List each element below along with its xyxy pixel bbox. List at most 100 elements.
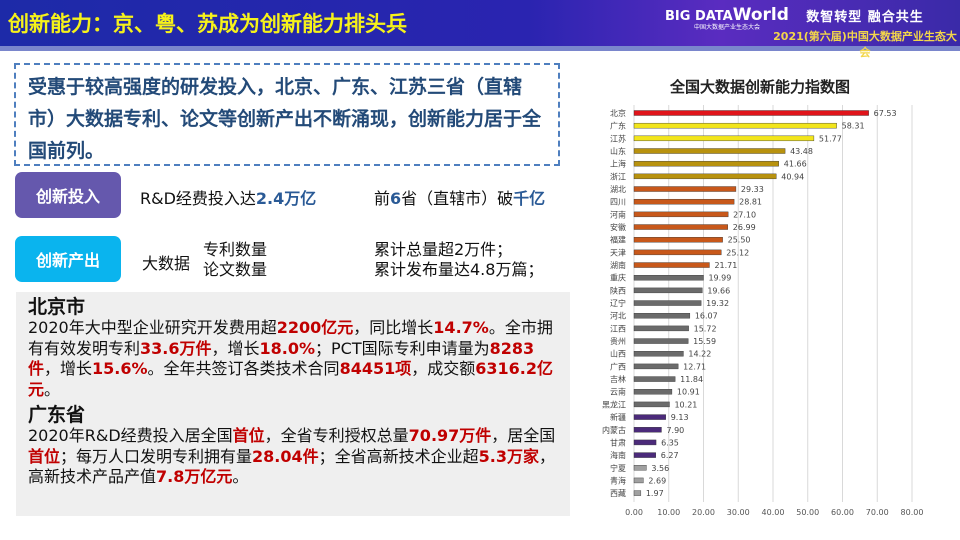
bar — [633, 363, 679, 370]
text-segment: ，增长 — [44, 359, 93, 378]
chart-title: 全国大数据创新能力指数图 — [669, 78, 850, 96]
innovation-input-badge: 创新投入 — [15, 172, 121, 218]
highlight-value: 15.6% — [92, 359, 148, 378]
highlight-value: 70.97万件 — [408, 426, 492, 445]
category-label: 海南 — [610, 450, 626, 460]
innovation-output-badge: 创新产出 — [15, 236, 121, 282]
bar — [633, 490, 642, 496]
data-label: 2.69 — [648, 476, 666, 485]
bar — [633, 427, 662, 433]
text: 省（直辖市）破 — [401, 189, 514, 208]
highlight-value: 7.8万亿元 — [156, 467, 233, 486]
bar — [633, 452, 656, 458]
category-label: 安徽 — [610, 222, 626, 232]
text-segment: 。全市拥有有效发明专利 — [28, 318, 553, 358]
bar — [633, 376, 676, 382]
x-tick-label: 70.00 — [866, 508, 889, 517]
x-tick-label: 60.00 — [831, 508, 854, 517]
category-label: 河北 — [610, 311, 626, 321]
data-label: 67.53 — [874, 109, 897, 118]
data-label: 19.66 — [707, 286, 730, 295]
category-label: 西藏 — [610, 488, 626, 498]
event-name: 2021(第六届)中国大数据产业生态大会 — [773, 30, 957, 59]
data-label: 51.77 — [819, 134, 842, 143]
data-label: 43.48 — [790, 147, 813, 156]
category-label: 青海 — [610, 475, 626, 485]
text-segment: 。 — [44, 379, 61, 399]
rd-investment-text: R&D经费投入达2.4万亿 — [140, 185, 316, 209]
data-label: 15.59 — [693, 337, 716, 346]
beijing-heading: 北京市 — [28, 296, 86, 318]
category-label: 天津 — [610, 247, 626, 257]
data-label: 26.99 — [733, 223, 756, 232]
bar — [633, 211, 729, 218]
beijing-paragraph: 2020年大中型企业研究开发费用超2200亿元，同比增长14.7%。全市拥有有效… — [28, 318, 558, 400]
data-label: 3.56 — [651, 464, 669, 473]
category-label: 贵州 — [610, 336, 626, 346]
paper-count-label: 论文数量 — [203, 260, 268, 279]
logo-subtitle: 中国大数据产业生态大会 — [693, 24, 760, 31]
category-label: 新疆 — [610, 412, 626, 422]
highlight-value: 6316.2亿元 — [28, 359, 553, 399]
category-label: 内蒙古 — [602, 425, 626, 435]
paper-count-value: 累计发布量达4.8万篇； — [374, 260, 544, 279]
bar — [633, 236, 723, 243]
data-label: 15.72 — [694, 324, 717, 333]
category-label: 云南 — [610, 387, 626, 397]
category-label: 上海 — [610, 159, 626, 169]
data-label: 16.07 — [695, 312, 718, 321]
data-label: 10.91 — [677, 388, 700, 397]
data-label: 6.27 — [661, 451, 679, 460]
data-label: 19.99 — [708, 274, 731, 283]
bar — [633, 338, 689, 344]
text-segment: 2020年R&D经费投入居全国 — [28, 426, 233, 445]
category-label: 浙江 — [610, 171, 626, 181]
highlight: 2.4万亿 — [255, 189, 317, 208]
text-segment: ，成交额 — [411, 359, 476, 378]
data-label: 27.10 — [733, 210, 756, 219]
bar — [633, 287, 703, 294]
bar — [633, 300, 702, 306]
bar — [633, 465, 647, 471]
text-segment: ，全省专利授权总量 — [264, 426, 409, 445]
data-label: 19.32 — [706, 299, 729, 308]
summary-box: 受惠于较高强度的研发投入，北京、广东、江苏三省（直辖市）大数据专利、论文等创新产… — [14, 63, 560, 166]
highlight-value: 8283件 — [28, 338, 535, 379]
data-label: 29.33 — [741, 185, 764, 194]
data-label: 21.71 — [714, 261, 737, 270]
text: 前 — [374, 189, 391, 208]
bar — [633, 477, 644, 484]
bar — [633, 110, 869, 116]
innovation-index-chart: 0.00 10.00 20.00 30.00 40.00 50.00 60.00 70.00 8… — [602, 105, 924, 517]
category-label: 江西 — [610, 324, 626, 333]
bar — [633, 173, 777, 180]
category-label: 陕西 — [610, 285, 626, 295]
output-items: 专利数量 论文数量 — [203, 240, 267, 280]
data-label: 1.97 — [646, 489, 664, 498]
big-data-label: 大数据 — [142, 254, 191, 273]
slogan-text: 数智转型 融合共生 — [806, 10, 924, 25]
x-tick-label: 80.00 — [901, 508, 924, 517]
text-segment: ；PCT国际专利申请量为 — [315, 338, 490, 358]
bar — [633, 148, 786, 154]
category-label: 辽宁 — [610, 298, 626, 308]
category-label: 吉林 — [610, 374, 626, 384]
bar — [633, 401, 670, 408]
text-segment: 。全年共签订各类技术合同 — [147, 359, 340, 378]
bar — [633, 262, 710, 268]
header-divider — [0, 46, 960, 51]
category-label: 重庆 — [610, 273, 626, 283]
patent-count-label: 专利数量 — [203, 240, 268, 259]
detail-box: 北京市 2020年大中型企业研究开发费用超2200亿元，同比增长14.7%。全市… — [16, 292, 570, 516]
data-label: 9.13 — [671, 413, 689, 422]
bar — [633, 325, 689, 332]
highlight: 6 — [390, 189, 402, 208]
bar — [633, 186, 737, 192]
highlight-value: 33.6万件 — [140, 338, 212, 358]
page-title: 创新能力：京、粤、苏成为创新能力排头兵 — [8, 12, 407, 36]
data-label: 28.81 — [739, 198, 762, 207]
bar — [633, 313, 691, 319]
data-label: 41.66 — [784, 160, 807, 169]
logo-world: World — [732, 5, 789, 25]
bar — [633, 198, 735, 205]
